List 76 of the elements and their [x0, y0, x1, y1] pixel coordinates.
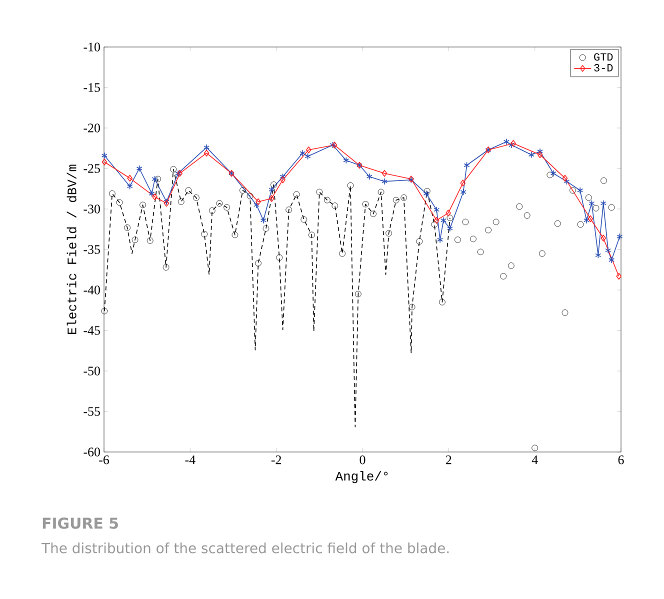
point: [254, 202, 260, 208]
y-tick-label: -60: [84, 448, 100, 456]
point: [256, 198, 261, 206]
point: [300, 150, 306, 156]
point: [343, 157, 350, 164]
point: [204, 144, 210, 151]
x-tick-label: 2: [446, 456, 452, 464]
y-axis-title: Electric Field / dBV/m: [66, 164, 76, 334]
point: [464, 162, 470, 169]
y-tick-label: -30: [84, 204, 100, 214]
point: [550, 170, 556, 177]
point: [595, 252, 602, 259]
point: [446, 210, 451, 216]
point: [600, 200, 606, 207]
point: [152, 193, 158, 200]
point: [528, 151, 534, 158]
x-tick-label: 0: [360, 456, 366, 464]
point: [460, 180, 466, 186]
point: [268, 195, 274, 202]
point: [564, 178, 570, 185]
x-tick-label: -6: [99, 456, 110, 464]
point: [381, 178, 388, 185]
y-tick-label: -25: [84, 164, 100, 173]
point: [446, 225, 453, 232]
y-tick-label: -35: [84, 245, 100, 254]
point: [126, 182, 133, 190]
point: [584, 216, 590, 224]
point: [152, 176, 158, 182]
point: [616, 272, 622, 280]
point: [577, 186, 584, 194]
point: [600, 234, 606, 242]
point: [562, 174, 568, 182]
point: [588, 200, 595, 207]
x-tick-label: 6: [618, 456, 624, 464]
point: [503, 138, 510, 146]
caption: FIGURE 5: [42, 518, 118, 529]
point: [127, 174, 132, 182]
point: [537, 148, 543, 155]
point: [434, 216, 440, 224]
point: [306, 146, 312, 154]
x-axis-title: Angle/°: [335, 471, 388, 484]
legend-label: GTD: [594, 53, 613, 61]
point: [260, 216, 266, 224]
point: [102, 158, 108, 166]
point: [537, 151, 543, 158]
y-tick-label: -55: [84, 407, 100, 416]
point: [268, 186, 275, 193]
point: [605, 246, 612, 254]
y-tick-label: -50: [84, 366, 100, 376]
point: [588, 215, 594, 222]
y-tick-label: -10: [84, 42, 100, 52]
x-tick-label: 4: [532, 456, 538, 464]
y-tick-label: -15: [84, 83, 100, 92]
point: [440, 216, 446, 224]
point: [280, 173, 286, 180]
x-tick-label: -2: [271, 456, 282, 464]
x-tick-label: -4: [185, 456, 196, 464]
y-tick-label: -40: [84, 286, 100, 294]
point: [148, 190, 155, 197]
point: [366, 173, 372, 180]
point: [460, 188, 466, 196]
y-tick-label: -20: [84, 124, 100, 132]
point: [204, 150, 210, 156]
text: The distribution of the scattered electric field of the blade.: [41, 542, 449, 554]
point: [423, 190, 430, 197]
point: [136, 165, 142, 172]
point: [434, 206, 440, 214]
point: [616, 233, 623, 240]
y-tick-label: -45: [84, 326, 100, 335]
point: [304, 152, 311, 160]
legend-label: 3-D: [594, 64, 613, 72]
point: [101, 152, 108, 159]
point: [608, 256, 615, 264]
point: [382, 170, 388, 177]
point: [280, 176, 286, 184]
point: [437, 236, 444, 244]
